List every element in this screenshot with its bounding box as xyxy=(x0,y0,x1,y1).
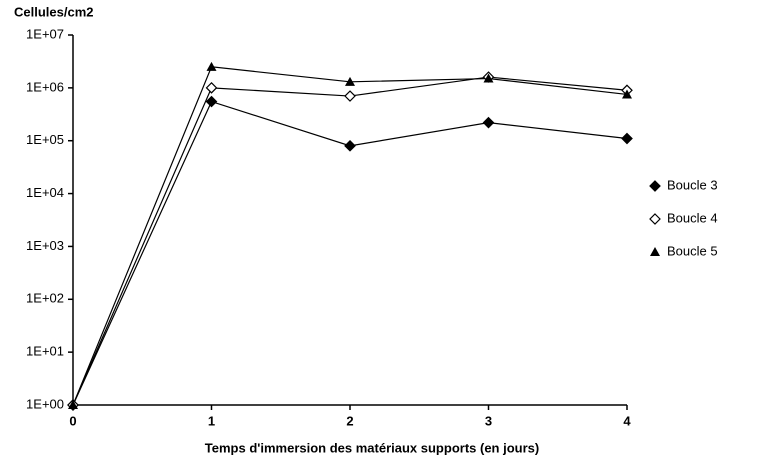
y-tick-label: 1E+03 xyxy=(26,238,64,253)
y-tick-label: 1E+01 xyxy=(26,344,64,359)
data-point xyxy=(622,89,632,99)
y-tick-label: 1E+06 xyxy=(26,79,64,94)
y-tick-label: 1E+07 xyxy=(26,26,64,41)
x-tick-label: 0 xyxy=(69,413,76,428)
legend-label: Boucle 3 xyxy=(667,177,718,192)
x-axis-title: Temps d'immersion des matériaux supports… xyxy=(205,440,539,455)
data-point xyxy=(345,76,355,86)
data-point xyxy=(344,90,356,102)
data-point xyxy=(344,139,356,152)
x-tick-label: 1 xyxy=(208,413,215,428)
y-tick-label: 1E+02 xyxy=(26,291,64,306)
y-tick-label: 1E+00 xyxy=(26,396,64,411)
x-tick-label: 4 xyxy=(623,413,631,428)
data-point xyxy=(205,95,218,108)
data-point xyxy=(621,132,633,145)
y-tick-label: 1E+04 xyxy=(26,185,64,200)
x-tick-label: 3 xyxy=(485,413,492,428)
series-line xyxy=(72,76,628,406)
data-point xyxy=(206,61,217,71)
data-point xyxy=(482,116,495,129)
legend-marker xyxy=(650,247,660,256)
legend-label: Boucle 5 xyxy=(667,243,718,258)
legend-marker xyxy=(649,180,661,192)
legend-label: Boucle 4 xyxy=(667,210,718,225)
data-point xyxy=(483,73,494,83)
x-tick-label: 2 xyxy=(346,413,353,428)
legend-marker xyxy=(649,213,661,225)
y-tick-label: 1E+05 xyxy=(26,132,64,147)
series-line xyxy=(72,66,628,406)
y-axis-title: Cellules/cm2 xyxy=(14,4,94,19)
data-point xyxy=(68,400,78,409)
data-point xyxy=(205,82,218,94)
